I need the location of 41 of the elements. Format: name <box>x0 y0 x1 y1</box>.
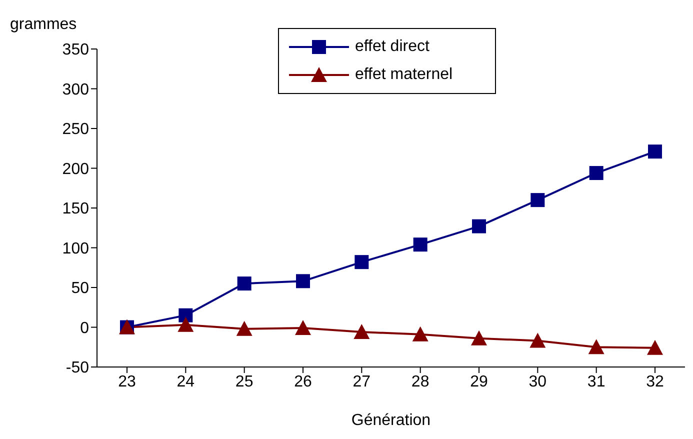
point <box>354 255 369 270</box>
point <box>295 320 311 336</box>
point <box>354 324 370 340</box>
point <box>413 238 428 252</box>
x-tick-label: 27 <box>352 373 371 390</box>
point <box>237 276 252 291</box>
y-axis-title: grammes <box>10 16 77 34</box>
x-tick-label: 29 <box>470 373 488 390</box>
point <box>530 193 545 208</box>
x-tick-label: 24 <box>176 373 195 390</box>
y-tick-label: 250 <box>62 121 90 138</box>
point <box>296 274 310 288</box>
legend-label: effet maternel <box>355 66 453 84</box>
y-tick-label: 0 <box>80 320 90 337</box>
y-tick-label: 300 <box>62 81 90 98</box>
y-tick-label: 100 <box>62 240 90 258</box>
x-tick-label: 31 <box>587 373 606 390</box>
point <box>471 330 487 346</box>
y-tick-label: 150 <box>62 200 90 218</box>
point <box>178 316 194 332</box>
y-tick-label: 350 <box>62 42 90 59</box>
point <box>648 144 662 159</box>
x-tick-label: 25 <box>235 373 254 390</box>
x-tick-label: 28 <box>411 373 430 390</box>
point <box>178 308 193 322</box>
point <box>589 166 604 180</box>
point <box>236 320 252 336</box>
point <box>647 340 663 355</box>
point <box>412 326 428 342</box>
x-tick-label: 32 <box>646 373 664 390</box>
x-tick-label: 30 <box>528 373 547 390</box>
point <box>530 332 546 348</box>
legend-label: effet direct <box>355 38 430 56</box>
point <box>472 219 486 234</box>
x-tick-label: 23 <box>118 373 136 390</box>
y-tick-label: 50 <box>71 280 90 298</box>
x-tick-label: 26 <box>294 373 312 390</box>
y-tick-label: -50 <box>66 360 90 377</box>
point <box>588 339 604 354</box>
y-tick-label: 200 <box>62 160 90 178</box>
x-axis-title: Génération <box>351 412 431 429</box>
